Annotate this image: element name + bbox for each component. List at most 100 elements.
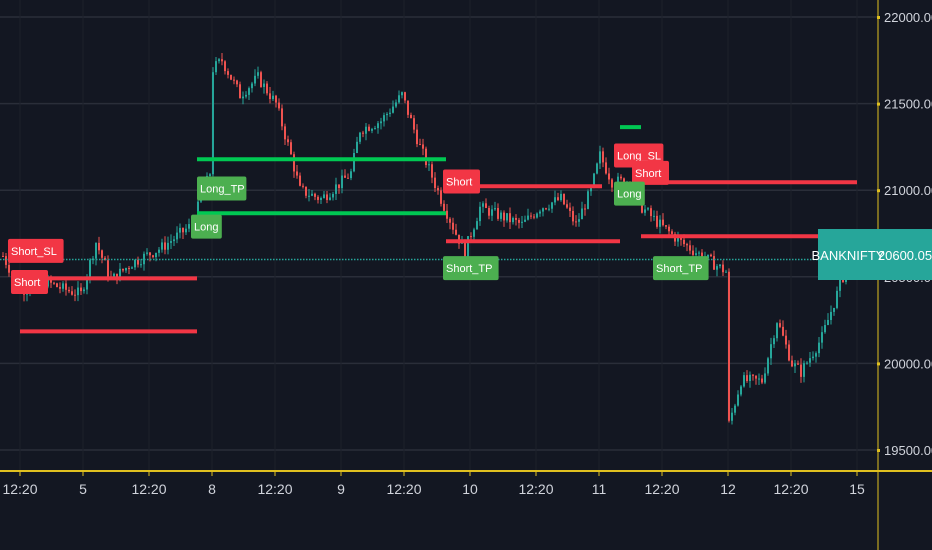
candle [440, 187, 442, 207]
signal-long: Long [191, 214, 222, 239]
candle [164, 236, 166, 255]
candle [482, 201, 484, 213]
candle [131, 266, 133, 269]
signal-long-tp: Long_TP [197, 176, 247, 201]
candle [794, 360, 796, 373]
signal-short-tp: Short_TP [653, 256, 709, 281]
y-tick-mark [877, 189, 880, 193]
candle [2, 252, 4, 258]
candle [230, 74, 232, 81]
candle [383, 112, 385, 127]
candle [143, 251, 145, 271]
candle [428, 159, 430, 172]
signal-label: Short_TP [656, 263, 702, 275]
candle [788, 340, 790, 362]
x-tick-label: 11 [592, 481, 607, 497]
candle [815, 351, 817, 363]
x-tick-label: 10 [462, 481, 478, 497]
candle [140, 258, 142, 268]
candle [248, 86, 250, 100]
candle [812, 351, 814, 361]
candle [821, 326, 823, 349]
candle [251, 81, 253, 93]
candle [95, 242, 97, 266]
candle [83, 287, 85, 294]
x-tick-label: 12:20 [518, 481, 553, 497]
candle [329, 193, 331, 201]
candle [740, 384, 742, 397]
candle [152, 254, 154, 259]
price-axis[interactable]: 22000.0021500.0021000.0020500.0020000.00… [877, 10, 932, 458]
candle [557, 192, 559, 202]
candle [344, 169, 346, 178]
last-price-label: 20600.05 [878, 248, 932, 263]
candle [68, 286, 70, 294]
candle [836, 286, 838, 310]
candle [62, 281, 64, 292]
candle [497, 203, 499, 221]
candle [686, 242, 688, 252]
x-tick-label: 9 [337, 481, 345, 497]
candle [239, 81, 241, 99]
candle [278, 98, 280, 111]
candle [338, 184, 340, 194]
candle [263, 79, 265, 94]
candle [536, 212, 538, 219]
candle [389, 108, 391, 117]
candle [833, 307, 835, 316]
candle [299, 172, 301, 187]
y-tick-mark [877, 16, 880, 19]
signal-short-tp: Short_TP [443, 256, 499, 281]
trade-levels [20, 125, 857, 334]
candle [308, 188, 310, 202]
time-axis[interactable]: 12:20 5 12:20 8 12:20 9 12:20 10 12:20 11 12:20 12 1… [2, 471, 865, 497]
candle [533, 214, 535, 220]
candle [215, 56, 217, 75]
candle [413, 115, 415, 134]
candle [620, 174, 622, 181]
candle [782, 320, 784, 337]
candle [710, 253, 712, 257]
candle [779, 319, 781, 329]
candle [434, 172, 436, 192]
candle [128, 265, 130, 275]
candle [773, 335, 775, 348]
candle [386, 112, 388, 121]
candle [491, 205, 493, 222]
candle [293, 151, 295, 178]
candle [323, 191, 325, 199]
signal-label: Short_TP [446, 263, 492, 275]
candle [65, 280, 67, 296]
signal-label: Short_SL [11, 246, 57, 258]
candle [320, 196, 322, 205]
candle [809, 352, 811, 367]
candle [548, 204, 550, 212]
y-tick-mark [877, 362, 880, 366]
symbol-name: BANKNIFTY [812, 248, 885, 263]
candle [365, 123, 367, 141]
candle [650, 205, 652, 222]
candle [737, 390, 739, 407]
candle [179, 223, 181, 239]
x-tick-label: 12 [720, 481, 736, 497]
candle [719, 263, 721, 269]
candle [221, 52, 223, 66]
candle [80, 283, 82, 295]
candle [743, 372, 745, 388]
candle [467, 236, 469, 257]
signal-label: Short [446, 177, 472, 189]
candle [305, 186, 307, 199]
candle [731, 407, 733, 425]
candle [575, 215, 577, 227]
candle [377, 121, 379, 134]
signal-short: Short [632, 160, 669, 185]
candle [512, 216, 514, 225]
signal-label: Long_TP [200, 183, 245, 195]
candle [515, 214, 517, 226]
candle [770, 337, 772, 365]
candle [260, 70, 262, 88]
candle [290, 139, 292, 155]
candle [551, 201, 553, 213]
x-tick-label: 5 [79, 481, 87, 497]
